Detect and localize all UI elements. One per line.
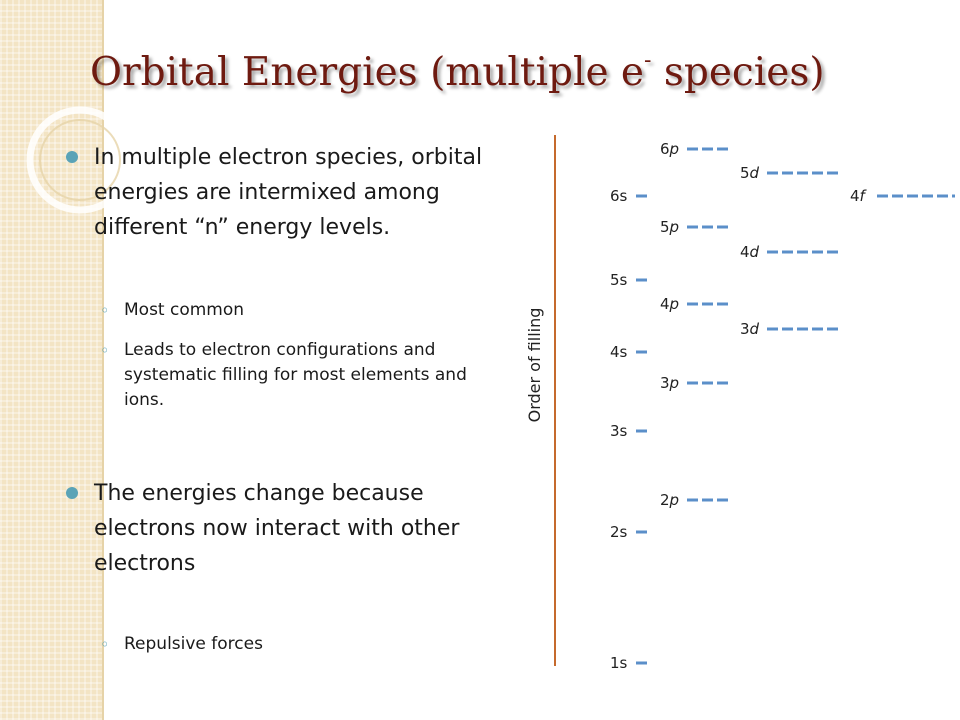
orbital-label-4f: 4f [850, 187, 868, 205]
orbital-slot-3p-3 [717, 381, 728, 385]
orbital-slot-3d-3 [797, 327, 808, 331]
orbital-slot-5d-3 [797, 171, 808, 175]
orbital-slot-4s-1 [636, 350, 647, 354]
orbital-slot-5p-2 [702, 225, 713, 229]
orbital-slot-4f-2 [892, 194, 903, 198]
bullet-2: The energies change because electrons no… [66, 476, 494, 581]
orbital-label-4d: 4d [740, 243, 760, 261]
orbital-slot-2p-2 [702, 498, 713, 502]
orbital-slot-1s-1 [636, 661, 647, 665]
orbital-slot-6p-2 [702, 147, 713, 151]
bullet-1: In multiple electron species, orbital en… [66, 140, 494, 245]
orbital-slot-5d-2 [782, 171, 793, 175]
orbital-label-5d: 5d [740, 164, 760, 182]
orbital-slot-4d-2 [782, 250, 793, 254]
orbital-slot-3d-5 [827, 327, 838, 331]
orbital-label-3d: 3d [740, 320, 760, 338]
orbital-slot-6p-1 [687, 147, 698, 151]
orbital-label-2p: 2p [660, 491, 679, 509]
orbital-slot-3p-1 [687, 381, 698, 385]
title-end-text: species) [651, 50, 825, 95]
orbital-slot-3d-2 [782, 327, 793, 331]
orbital-slot-4f-6 [952, 194, 955, 198]
orbital-slot-5p-3 [717, 225, 728, 229]
orbital-slot-4p-3 [717, 302, 728, 306]
orbital-slot-5d-4 [812, 171, 823, 175]
orbital-label-6s: 6s [610, 187, 628, 205]
orbital-slot-4d-5 [827, 250, 838, 254]
orbital-label-1s: 1s [610, 654, 628, 672]
orbital-slot-6s-1 [636, 194, 647, 198]
orbital-slot-6p-3 [717, 147, 728, 151]
orbital-label-4p: 4p [660, 295, 679, 313]
orbital-energy-diagram: Order of filling 1s 2s 2p 3s 3p 4s 3d 4p 5s 4d 5p 6… [525, 135, 955, 672]
orbital-slot-2p-1 [687, 498, 698, 502]
orbital-slot-4f-3 [907, 194, 918, 198]
orbital-slot-4f-1 [877, 194, 888, 198]
orbital-slot-2p-3 [717, 498, 728, 502]
orbital-slot-4d-3 [797, 250, 808, 254]
orbital-label-4s: 4s [610, 343, 628, 361]
sub-bullet-1-2: Leads to electron configurations and sys… [100, 338, 484, 413]
orbital-label-5p: 5p [660, 218, 679, 236]
orbital-slot-3d-4 [812, 327, 823, 331]
orbital-label-5s: 5s [610, 271, 628, 289]
orbital-slot-4f-4 [922, 194, 933, 198]
orbital-slot-3d-1 [767, 327, 778, 331]
orbital-label-6p: 6p [660, 140, 679, 158]
orbital-slot-5p-1 [687, 225, 698, 229]
title-superscript: - [644, 48, 652, 73]
orbital-slot-3s-1 [636, 429, 647, 433]
slide-title: Orbital Energies (multiple e- species) [90, 48, 950, 95]
orbital-label-2s: 2s [610, 523, 628, 541]
orbital-slot-4p-1 [687, 302, 698, 306]
orbital-slot-4d-1 [767, 250, 778, 254]
orbital-slot-2s-1 [636, 530, 647, 534]
decorative-ring [26, 106, 134, 214]
sub-bullet-2-1: Repulsive forces [100, 632, 484, 657]
order-of-filling-label: Order of filling [525, 308, 544, 423]
orbital-label-3s: 3s [610, 422, 628, 440]
orbital-slot-3p-2 [702, 381, 713, 385]
orbital-label-3p: 3p [660, 374, 679, 392]
orbital-slot-5s-1 [636, 278, 647, 282]
orbital-slot-5d-1 [767, 171, 778, 175]
orbital-slot-4d-4 [812, 250, 823, 254]
orbital-slot-5d-5 [827, 171, 838, 175]
sub-bullet-1-1: Most common [100, 298, 484, 323]
title-main-text: Orbital Energies (multiple e [90, 50, 645, 95]
orbital-slot-4p-2 [702, 302, 713, 306]
orbital-slot-4f-5 [937, 194, 948, 198]
